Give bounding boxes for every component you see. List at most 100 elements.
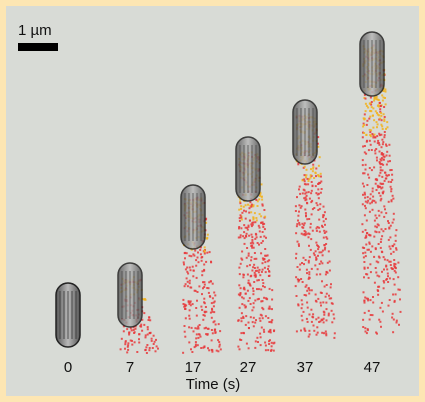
particle — [247, 204, 249, 206]
particle — [380, 163, 382, 165]
particle — [239, 348, 241, 350]
particle — [378, 144, 380, 146]
particle — [309, 333, 311, 335]
particle — [380, 195, 382, 197]
particle — [371, 245, 373, 247]
particle — [241, 303, 243, 305]
particle — [305, 197, 307, 199]
particle — [269, 306, 271, 308]
particle — [246, 233, 248, 235]
particle — [383, 287, 385, 289]
particle — [369, 134, 371, 136]
particle — [395, 229, 397, 231]
particle — [207, 333, 209, 335]
particle — [184, 257, 186, 259]
particle — [378, 286, 380, 288]
particle — [331, 302, 333, 304]
particle — [385, 265, 387, 267]
particle — [190, 255, 192, 257]
particle — [245, 218, 247, 220]
particle — [319, 203, 321, 205]
particle — [384, 180, 386, 182]
particle — [295, 253, 297, 255]
particle — [185, 268, 187, 270]
particle — [262, 285, 264, 287]
particle — [182, 299, 184, 301]
particle — [379, 257, 381, 259]
particle — [318, 317, 320, 319]
particle — [391, 169, 393, 171]
particle — [366, 220, 368, 222]
particle — [316, 227, 318, 229]
particle — [314, 172, 316, 174]
cell — [293, 100, 317, 164]
particle — [295, 285, 297, 287]
particle — [374, 152, 376, 154]
particle — [381, 251, 383, 253]
particle — [205, 306, 207, 308]
particle — [261, 199, 263, 201]
particle — [382, 169, 384, 171]
particle — [243, 288, 245, 290]
particle — [367, 267, 369, 269]
particle — [121, 338, 123, 340]
particle — [148, 349, 150, 351]
particle — [189, 267, 191, 269]
particle — [323, 237, 325, 239]
particle — [370, 129, 372, 131]
particle — [387, 220, 389, 222]
particle — [304, 183, 306, 185]
particle — [308, 191, 310, 193]
particle — [207, 234, 209, 236]
particle — [318, 183, 320, 185]
particle — [384, 116, 386, 118]
particle — [379, 172, 381, 174]
particle — [311, 268, 313, 270]
particle — [149, 347, 151, 349]
particle — [377, 104, 379, 106]
particle — [321, 188, 323, 190]
particle — [204, 315, 206, 317]
particle — [144, 349, 146, 351]
particle — [261, 196, 263, 198]
particle — [138, 342, 140, 344]
particle — [330, 286, 332, 288]
particle — [131, 344, 133, 346]
particle — [365, 273, 367, 275]
particle — [267, 317, 269, 319]
particle — [264, 216, 266, 218]
particle — [327, 262, 329, 264]
particle — [246, 265, 248, 267]
particle — [250, 242, 252, 244]
particle — [138, 338, 140, 340]
scale-bar — [18, 43, 58, 51]
particle — [378, 215, 380, 217]
particle — [384, 259, 386, 261]
particle — [382, 164, 384, 166]
particle — [260, 236, 262, 238]
particle — [262, 221, 264, 223]
particle — [259, 320, 261, 322]
particle — [212, 332, 214, 334]
particle — [366, 105, 368, 107]
particle — [238, 209, 240, 211]
particle — [297, 215, 299, 217]
particle — [323, 314, 325, 316]
particle — [259, 269, 261, 271]
particle — [252, 293, 254, 295]
particle — [308, 293, 310, 295]
particle — [185, 308, 187, 310]
particle — [251, 234, 253, 236]
particle — [328, 314, 330, 316]
particle — [316, 334, 318, 336]
particle — [271, 321, 273, 323]
particle — [184, 331, 186, 333]
particle — [258, 225, 260, 227]
particle — [238, 267, 240, 269]
particle — [362, 319, 364, 321]
particle — [295, 210, 297, 212]
particle — [217, 339, 219, 341]
particle — [301, 262, 303, 264]
particle — [390, 264, 392, 266]
particle — [268, 340, 270, 342]
